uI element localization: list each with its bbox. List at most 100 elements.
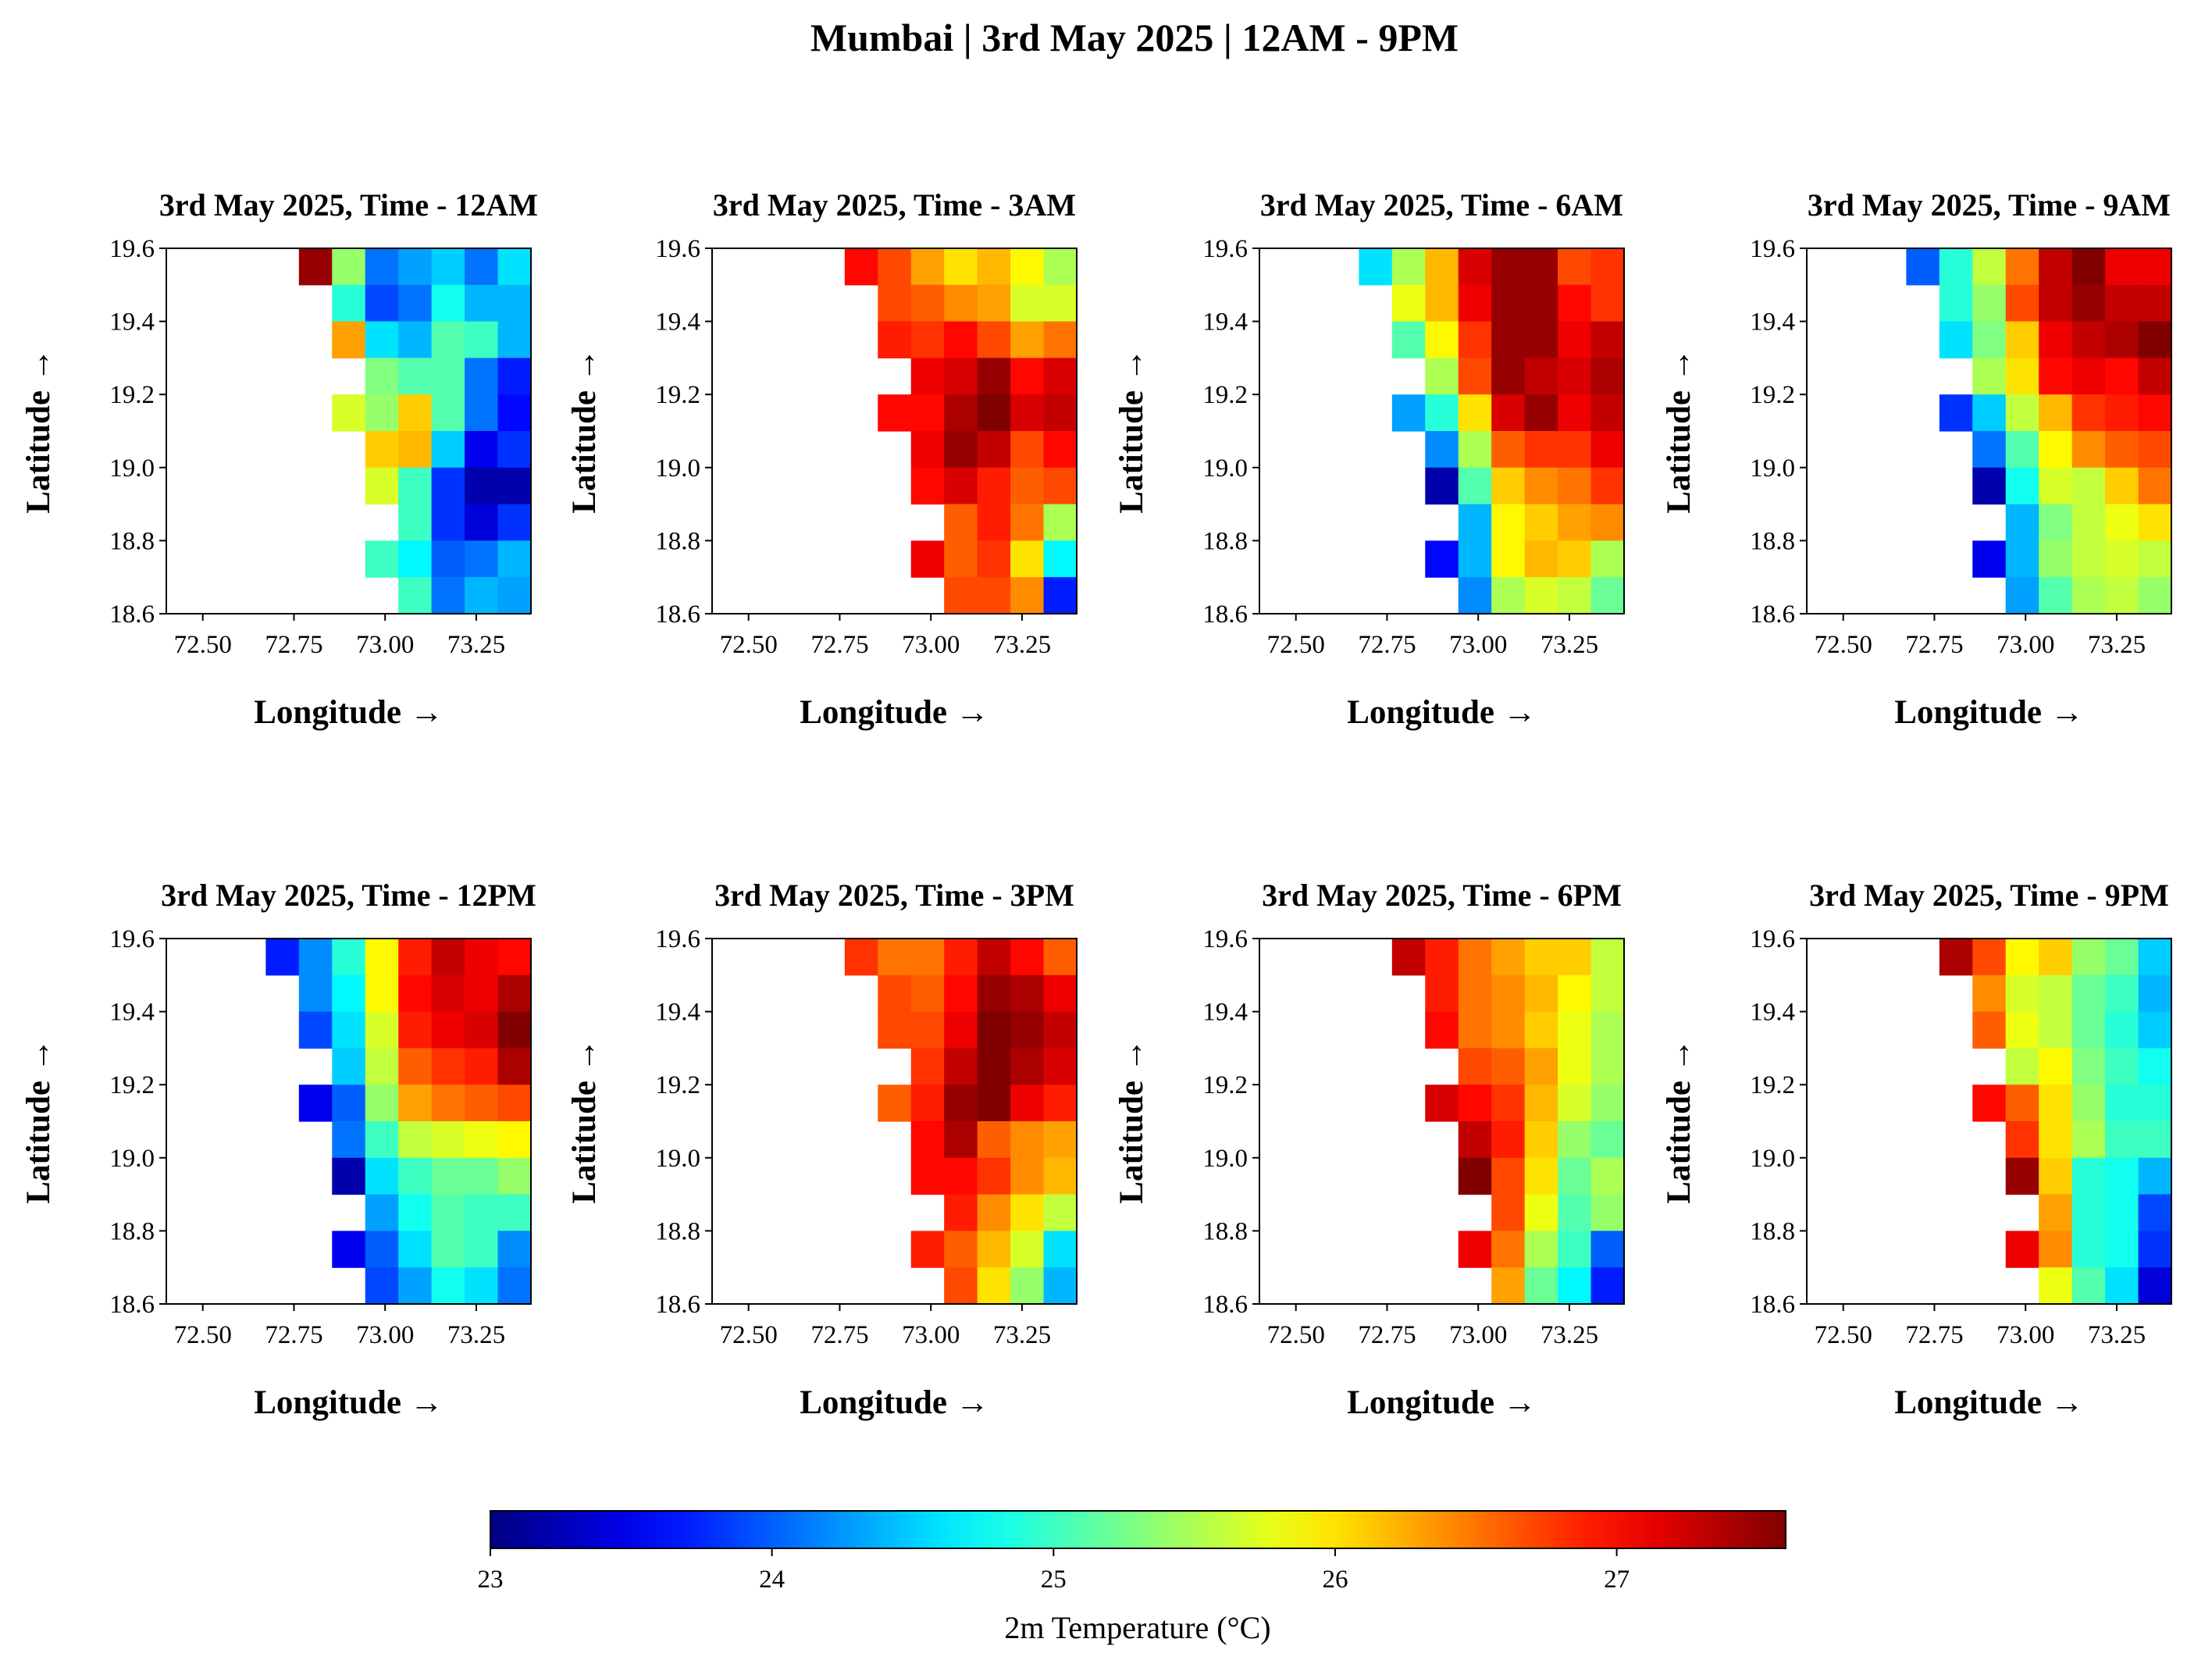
heatmap-cell <box>2071 1231 2106 1268</box>
heatmap-cell <box>2071 1048 2106 1085</box>
heatmap-cell <box>1590 284 1625 322</box>
x-tick-label: 72.50 <box>1815 1321 1872 1349</box>
heatmap-cell <box>1524 1231 1558 1268</box>
heatmap-cell <box>1458 1085 1492 1122</box>
heatmap-cell <box>2039 321 2073 358</box>
heatmap-cell <box>2005 248 2039 286</box>
heatmap-cell <box>2039 284 2073 322</box>
heatmap-cell <box>2005 1048 2039 1085</box>
heatmap-cell <box>1558 540 1592 578</box>
heatmap-cell <box>431 1194 465 1231</box>
heatmap-cell <box>1491 1121 1526 1159</box>
heatmap-cell <box>1558 1267 1592 1305</box>
heatmap-cell <box>1972 248 2007 286</box>
heatmap-panel: 3rd May 2025, Time - 6PM 72.50 72.75 73.00 7… <box>1113 878 1625 1421</box>
y-tick-label: 18.8 <box>1202 527 1248 555</box>
heatmap-cell <box>944 974 978 1013</box>
heatmap-cell <box>1043 1267 1078 1305</box>
y-tick-label: 18.6 <box>1750 600 1795 629</box>
heatmap-cell <box>497 1121 532 1159</box>
heatmap-cell <box>332 939 366 976</box>
heatmap-cell <box>1491 321 1526 358</box>
heatmap-cell <box>365 1085 399 1122</box>
heatmap-cell <box>497 540 532 578</box>
heatmap-cell <box>2105 1194 2139 1231</box>
y-tick-label: 19.0 <box>655 454 700 483</box>
heatmap-cell <box>2105 939 2139 976</box>
heatmap-cell <box>431 248 465 286</box>
heatmap-cell <box>1010 1085 1045 1122</box>
heatmap-cell <box>1558 1194 1592 1231</box>
heatmap-cell <box>2071 974 2106 1013</box>
heatmap-cell <box>2071 1194 2106 1231</box>
heatmap-cell <box>1524 1085 1558 1122</box>
heatmap-cell <box>1491 1231 1526 1268</box>
heatmap-cell <box>2105 974 2139 1013</box>
y-tick-label: 19.2 <box>109 381 155 409</box>
heatmap-cell <box>2105 1048 2139 1085</box>
heatmap-cell <box>365 540 399 578</box>
y-tick-label: 19.2 <box>1202 381 1248 409</box>
heatmap-cell <box>1043 394 1078 432</box>
heatmap-cell <box>2138 321 2172 358</box>
x-tick-label: 73.00 <box>1449 1321 1507 1349</box>
y-tick-label: 19.6 <box>1202 925 1248 953</box>
heatmap-cell <box>1939 939 1973 976</box>
heatmap-cell <box>1458 577 1492 614</box>
heatmap-cell <box>844 248 878 286</box>
heatmap-cell <box>1425 358 1459 395</box>
heatmap-cell <box>2105 1011 2139 1049</box>
heatmap-cell <box>2105 284 2139 322</box>
heatmap-cell <box>944 431 978 468</box>
heatmap-cell <box>1524 540 1558 578</box>
heatmap-cell <box>2039 431 2073 468</box>
heatmap-cell <box>1043 1194 1078 1231</box>
heatmap-cell <box>977 974 1011 1013</box>
heatmap-cell <box>431 974 465 1013</box>
heatmap-cell <box>1458 504 1492 541</box>
heatmap-cell <box>1491 1048 1526 1085</box>
heatmap-cell <box>2071 394 2106 432</box>
y-axis-label: Latitude → <box>20 1038 57 1203</box>
heatmap-cell <box>2138 284 2172 322</box>
heatmap-cell <box>1458 1011 1492 1049</box>
heatmap-cell <box>398 540 433 578</box>
heatmap-cell <box>465 1231 499 1268</box>
heatmap-cell <box>332 284 366 322</box>
heatmap-cell <box>944 248 978 286</box>
heatmap-cell <box>878 974 912 1013</box>
heatmap-cell <box>1491 467 1526 505</box>
heatmap-cell <box>2039 974 2073 1013</box>
x-tick-label: 72.50 <box>720 631 778 659</box>
axes-frame <box>1259 248 1625 614</box>
heatmap-cell <box>365 321 399 358</box>
heatmap-cell <box>2005 540 2039 578</box>
heatmap-cell <box>2071 358 2106 395</box>
heatmap-cell <box>1972 974 2007 1013</box>
heatmap-cell <box>1558 577 1592 614</box>
heatmap-cell <box>944 1048 978 1085</box>
heatmap-cell <box>1590 974 1625 1013</box>
x-tick-label: 72.75 <box>1905 631 1963 659</box>
heatmap-cell <box>2138 1194 2172 1231</box>
heatmap-cell <box>2005 939 2039 976</box>
heatmap-cell <box>2071 467 2106 505</box>
heatmap-cell <box>1939 248 1973 286</box>
heatmap-cell <box>2005 321 2039 358</box>
heatmap-cell <box>1524 248 1558 286</box>
heatmap-cell <box>910 939 945 976</box>
heatmap-cell <box>1491 939 1526 976</box>
heatmap-cell <box>465 394 499 432</box>
heatmap-cell <box>1458 540 1492 578</box>
heatmap-cell <box>497 1085 532 1122</box>
heatmap-cell <box>365 248 399 286</box>
heatmap-cell <box>465 431 499 468</box>
heatmap-cell <box>944 467 978 505</box>
heatmap-cell <box>944 939 978 976</box>
x-tick-label: 73.25 <box>1541 631 1598 659</box>
heatmap-cell <box>431 1231 465 1268</box>
y-axis-label: Latitude → <box>566 1038 603 1203</box>
heatmap-cell <box>298 1085 333 1122</box>
heatmap-cell <box>944 1194 978 1231</box>
